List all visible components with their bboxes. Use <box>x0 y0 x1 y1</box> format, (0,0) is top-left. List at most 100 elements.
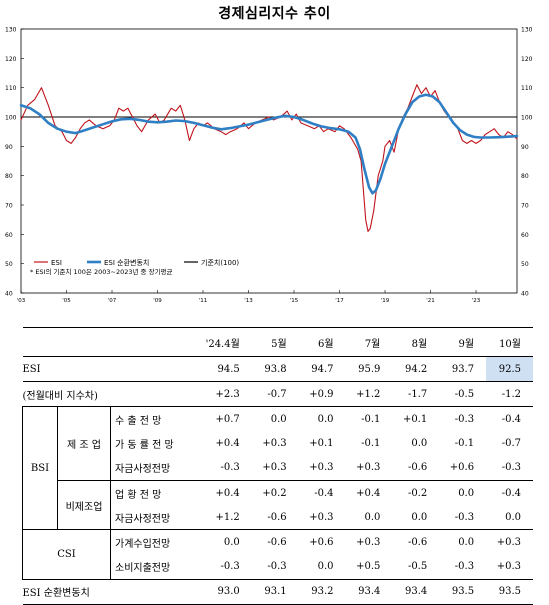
cell: 0.0 <box>411 511 428 523</box>
cell: 0.0 <box>364 511 381 523</box>
cell: +1.2 <box>356 388 381 400</box>
x-tick-label: '15 <box>290 298 299 304</box>
cell: -0.6 <box>267 536 287 548</box>
cell: +0.4 <box>356 487 381 499</box>
cell: 0.0 <box>317 413 334 425</box>
y-tick-label-left: 70 <box>5 203 13 210</box>
cell: 94.5 <box>217 363 240 375</box>
chart-frame <box>20 28 518 294</box>
cell-current: 93.5 <box>486 579 533 605</box>
cell: +0.4 <box>215 487 240 499</box>
y-tick-label-left: 60 <box>5 232 13 239</box>
cell: -0.6 <box>267 511 287 523</box>
cell: 94.7 <box>311 363 334 375</box>
cell-current: 92.5 <box>486 356 533 382</box>
row-label: ESI 순환변동치 <box>22 588 90 600</box>
cell: -0.4 <box>314 487 334 499</box>
legend-esi-label: ESI <box>51 259 62 267</box>
axis-ticks: 40 40 50 50 60 60 70 70 80 80 90 90 100 100 110 110 120 1… <box>5 27 533 305</box>
table-row-cycle: ESI 순환변동치 93.0 93.1 93.2 93.4 93.4 93.5 … <box>22 579 533 605</box>
table-row: 비제조업 업 황 전 망 +0.4 +0.2 -0.4 +0.4 -0.2 0.… <box>23 480 533 530</box>
row-label: 자금사정전망 <box>115 464 171 476</box>
month-header: 8월 <box>411 338 428 350</box>
y-tick-label-left: 40 <box>5 291 13 298</box>
x-tick-label: '03 <box>17 298 26 304</box>
month-header-current: 10월 <box>486 327 533 357</box>
cell: 0.0 <box>223 536 240 548</box>
cell: 93.2 <box>311 586 334 598</box>
cell: +0.3 <box>262 438 287 450</box>
cell: +0.2 <box>262 487 287 499</box>
cell-current: -0.7 <box>486 431 533 456</box>
legend-esi-cycle-label: ESI 순환변동치 <box>104 258 149 267</box>
csi-group-label: CSI <box>22 529 111 580</box>
table-row: BSI 제 조 업 수 출 전 망 +0.7 0.0 0.0 -0.1 +0.1… <box>22 406 533 530</box>
x-tick-label: '05 <box>62 298 71 304</box>
row-label: 업 황 전 망 <box>115 489 162 501</box>
table-row: 자금사정전망 -0.3 +0.3 +0.3 +0.3 -0.6 +0.6 -0.… <box>22 455 533 481</box>
table-row: CSI 가계수입전망 0.0 -0.6 +0.6 +0.3 -0.6 0.0 +… <box>22 529 533 580</box>
y-tick-label-right: 60 <box>521 232 529 239</box>
cell: -0.3 <box>454 561 475 573</box>
row-label: 가계수입전망 <box>115 538 171 550</box>
chart-legend: ESI ESI 순환변동치 기준치(100) * ESI의 기준치 100은 2003… <box>30 258 239 276</box>
x-tick-label: '21 <box>426 298 435 304</box>
y-tick-label-left: 50 <box>5 261 13 268</box>
y-tick-label-left: 120 <box>5 56 17 63</box>
plot-frame <box>20 28 518 294</box>
month-header: '24.4월 <box>205 338 240 350</box>
cell: -0.1 <box>361 438 381 450</box>
cell: +0.3 <box>309 511 334 523</box>
y-tick-label-right: 130 <box>521 27 533 34</box>
cell: 93.0 <box>217 586 240 598</box>
month-header: 9월 <box>458 338 475 350</box>
x-tick-label: '07 <box>108 298 117 304</box>
cell: +0.3 <box>356 462 381 474</box>
cell: 0.0 <box>411 438 428 450</box>
y-tick-label-right: 40 <box>521 291 529 298</box>
legend-reference-label: 기준치(100) <box>201 258 239 267</box>
month-header: 5월 <box>271 338 287 350</box>
cell: 93.4 <box>358 586 381 598</box>
table-header-row: '24.4월 5월 6월 7월 8월 9월 10월 <box>22 327 533 357</box>
esi-line-chart: 40 40 50 50 60 60 70 70 80 80 90 90 100 100 110 110 120 1… <box>5 27 533 305</box>
cell: +1.2 <box>215 511 240 523</box>
x-tick-label: '17 <box>335 298 344 304</box>
y-tick-label-right: 80 <box>521 173 529 180</box>
cell: 0.0 <box>317 561 334 573</box>
cell: +0.9 <box>309 388 334 400</box>
esi-components-table: '24.4월 5월 6월 7월 8월 9월 10월 ESI 94.5 93.8 … <box>22 327 533 605</box>
cell: 94.2 <box>404 363 428 375</box>
cell: -0.3 <box>220 561 240 573</box>
esi-cycle-series-line <box>19 93 519 195</box>
cell: -1.7 <box>407 388 428 400</box>
cell: +0.3 <box>262 462 287 474</box>
x-tick-label: '19 <box>381 298 390 304</box>
bsi-group-label: BSI <box>22 406 58 530</box>
row-label: 소비지출전망 <box>115 563 171 575</box>
cell: -0.5 <box>454 388 475 400</box>
month-header: 6월 <box>317 338 334 350</box>
cell-current: -0.3 <box>486 455 533 481</box>
y-tick-label-right: 50 <box>521 261 529 268</box>
row-label: 가 동 률 전 망 <box>115 440 174 452</box>
y-tick-label-right: 120 <box>521 56 533 63</box>
cell-current: +0.3 <box>486 554 533 580</box>
cell: +0.3 <box>309 462 334 474</box>
y-tick-label-right: 90 <box>521 144 529 151</box>
cell: -0.2 <box>407 487 428 499</box>
month-header: 7월 <box>364 338 381 350</box>
table-row-esi: ESI 94.5 93.8 94.7 95.9 94.2 93.7 92.5 <box>22 356 533 382</box>
cell-current: -0.4 <box>486 480 533 506</box>
cell: -0.5 <box>407 561 428 573</box>
cell: +0.1 <box>402 413 428 425</box>
cell: +0.4 <box>215 438 240 450</box>
manufacturing-group-label: 제 조 업 <box>57 406 111 481</box>
y-tick-label-right: 100 <box>521 115 533 122</box>
nonmanufacturing-group-label: 비제조업 <box>57 480 111 530</box>
y-tick-label-right: 70 <box>521 203 529 210</box>
cell-current: -0.4 <box>486 406 533 432</box>
x-tick-label: '09 <box>153 298 162 304</box>
cell: -0.3 <box>454 511 475 523</box>
cell: 0.0 <box>270 413 287 425</box>
